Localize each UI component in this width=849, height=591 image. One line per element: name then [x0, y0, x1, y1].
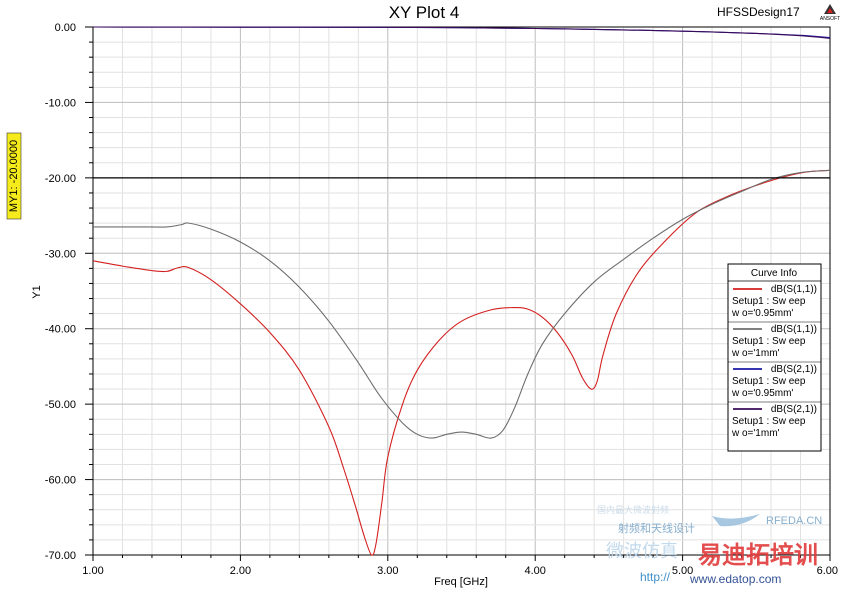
- series-line-2: [92, 169, 831, 439]
- legend-entry-setup: Setup1 : Sw eep: [732, 416, 806, 427]
- watermark-cn-text: 微波仿真: [606, 541, 678, 561]
- watermark-brand: 易迪拓培训: [698, 541, 818, 569]
- legend-entry-name: dB(S(1,1)): [771, 284, 817, 295]
- x-tick-label: 5.00: [672, 565, 693, 577]
- legend-entry-param: w o='1mm': [731, 428, 780, 439]
- legend-entry-param: w o='1mm': [731, 348, 780, 359]
- watermark-small-text: 国内最大微波射频: [597, 504, 669, 515]
- watermark-site-a: RFEDA.CN: [766, 515, 822, 527]
- legend-entry-setup: Setup1 : Sw eep: [732, 376, 806, 387]
- y-tick-label: -60.00: [45, 475, 76, 487]
- watermark-url: http://: [640, 570, 671, 584]
- legend-entry-name: dB(S(1,1)): [771, 324, 817, 335]
- legend-title: Curve Info: [751, 268, 798, 279]
- y-axis-ticks: 0.00 -10.00 -20.00 -30.00 -40.00 -50.00 -60.00…: [45, 22, 93, 562]
- x-tick-label: 3.00: [377, 565, 398, 577]
- plot-grid: [92, 26, 831, 556]
- x-axis-label: Freq [GHz]: [434, 576, 488, 588]
- marker-label[interactable]: MY1: -20.0000: [6, 132, 22, 220]
- y-tick-label: -70.00: [45, 550, 76, 562]
- x-tick-label: 2.00: [230, 565, 251, 577]
- brand-text: ANSOFT: [820, 16, 840, 22]
- marker-label-text: MY1: -20.0000: [8, 140, 20, 212]
- y-axis-label: Y1: [31, 285, 43, 298]
- x-axis-ticks: 1.00 2.00 3.00 4.00 5.00 6.00: [82, 555, 838, 577]
- watermark-sub-text: 射频和天线设计: [618, 521, 695, 535]
- y-tick-label: 0.00: [55, 22, 76, 34]
- x-tick-label: 4.00: [524, 565, 545, 577]
- chart-title: XY Plot 4: [389, 3, 460, 22]
- ansoft-logo: ANSOFT: [820, 4, 840, 22]
- legend-entry-setup: Setup1 : Sw eep: [732, 296, 806, 307]
- data-series: [92, 26, 831, 556]
- y-tick-label: -10.00: [45, 97, 76, 109]
- y-tick-label: -40.00: [45, 324, 76, 336]
- series-line-1: [92, 169, 831, 556]
- bird-logo-icon: [712, 514, 760, 527]
- y-tick-label: -50.00: [45, 399, 76, 411]
- legend-box: [727, 263, 822, 452]
- y-tick-label: -20.00: [45, 173, 76, 185]
- legend-entry-setup: Setup1 : Sw eep: [732, 336, 806, 347]
- y-tick-label: -30.00: [45, 248, 76, 260]
- x-tick-label: 6.00: [817, 565, 838, 577]
- plot-frame: [92, 26, 831, 556]
- legend-entry-name: dB(S(2,1)): [771, 364, 817, 375]
- watermark-site-b: www.edatop.com: [689, 572, 781, 586]
- series-line-4: [92, 26, 831, 39]
- legend-entry-param: w o='0.95mm': [731, 388, 793, 399]
- x-tick-label: 1.00: [82, 565, 103, 577]
- legend-entry-param: w o='0.95mm': [731, 308, 793, 319]
- design-name: HFSSDesign17: [717, 5, 800, 19]
- marker-label-background: [6, 132, 22, 220]
- watermark: 国内最大微波射频 微波仿真 射频和天线设计 RFEDA.CN 易迪拓培训 htt…: [597, 504, 822, 586]
- legend-entry-name: dB(S(2,1)): [771, 404, 817, 415]
